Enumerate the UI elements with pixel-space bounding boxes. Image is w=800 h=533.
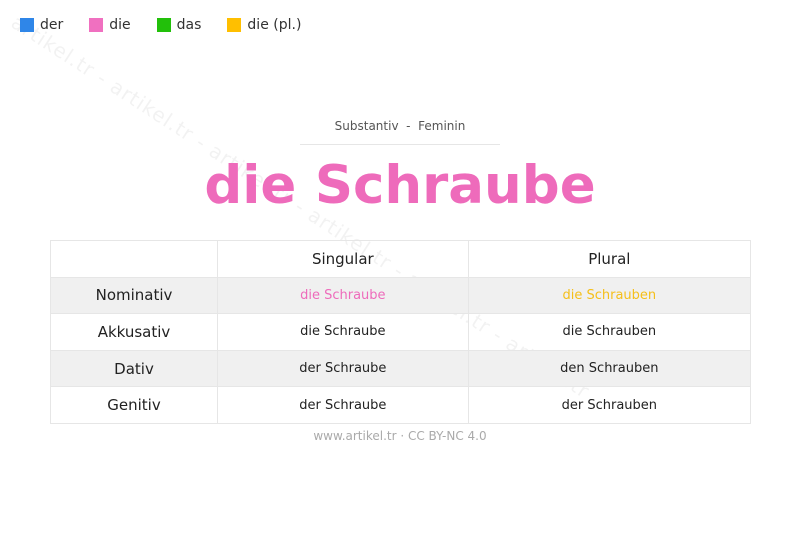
- legend: der die das die (pl.): [20, 17, 327, 33]
- header-plural: Plural: [467, 240, 752, 278]
- case-label: Akkusativ: [50, 313, 218, 351]
- table-header-row: Singular Plural: [50, 240, 752, 278]
- legend-label: die (pl.): [247, 17, 302, 33]
- color-swatch: [156, 18, 171, 32]
- header-singular: Singular: [217, 240, 469, 278]
- legend-label: der: [40, 17, 64, 33]
- table-row: Genitiv der Schraube der Schrauben: [50, 386, 752, 424]
- legend-item-die: die: [89, 17, 131, 33]
- table-row: Dativ der Schraube den Schrauben: [50, 349, 752, 388]
- legend-item-die-plural: die (pl.): [227, 17, 301, 33]
- plural-cell: die Schrauben: [467, 313, 752, 351]
- color-swatch: [227, 18, 242, 32]
- case-label: Genitiv: [50, 386, 218, 424]
- singular-cell: der Schraube: [217, 386, 469, 424]
- singular-cell: die Schraube: [217, 276, 469, 315]
- legend-label: das: [176, 17, 202, 33]
- header-cell: [50, 240, 218, 278]
- table-row: Akkusativ die Schraube die Schrauben: [50, 313, 752, 351]
- color-swatch: [20, 18, 34, 32]
- footer-credit: www.artikel.tr · CC BY-NC 4.0: [313, 429, 487, 443]
- plural-cell: die Schrauben: [467, 276, 752, 315]
- case-label: Dativ: [50, 349, 218, 388]
- word-type: Substantiv - Feminin: [334, 119, 466, 133]
- divider: [300, 144, 500, 145]
- legend-item-das: das: [156, 17, 202, 33]
- plural-cell: der Schrauben: [467, 386, 752, 424]
- table-row: Nominativ die Schraube die Schrauben: [50, 276, 752, 315]
- legend-item-der: der: [20, 17, 63, 33]
- singular-cell: der Schraube: [217, 349, 469, 388]
- legend-label: die: [109, 17, 131, 33]
- page-title: die Schraube: [204, 155, 596, 216]
- declension-table: Singular Plural Nominativ die Schraube d…: [50, 240, 752, 424]
- plural-cell: den Schrauben: [467, 349, 752, 388]
- singular-cell: die Schraube: [217, 313, 469, 351]
- case-label: Nominativ: [50, 276, 218, 315]
- color-swatch: [89, 18, 104, 32]
